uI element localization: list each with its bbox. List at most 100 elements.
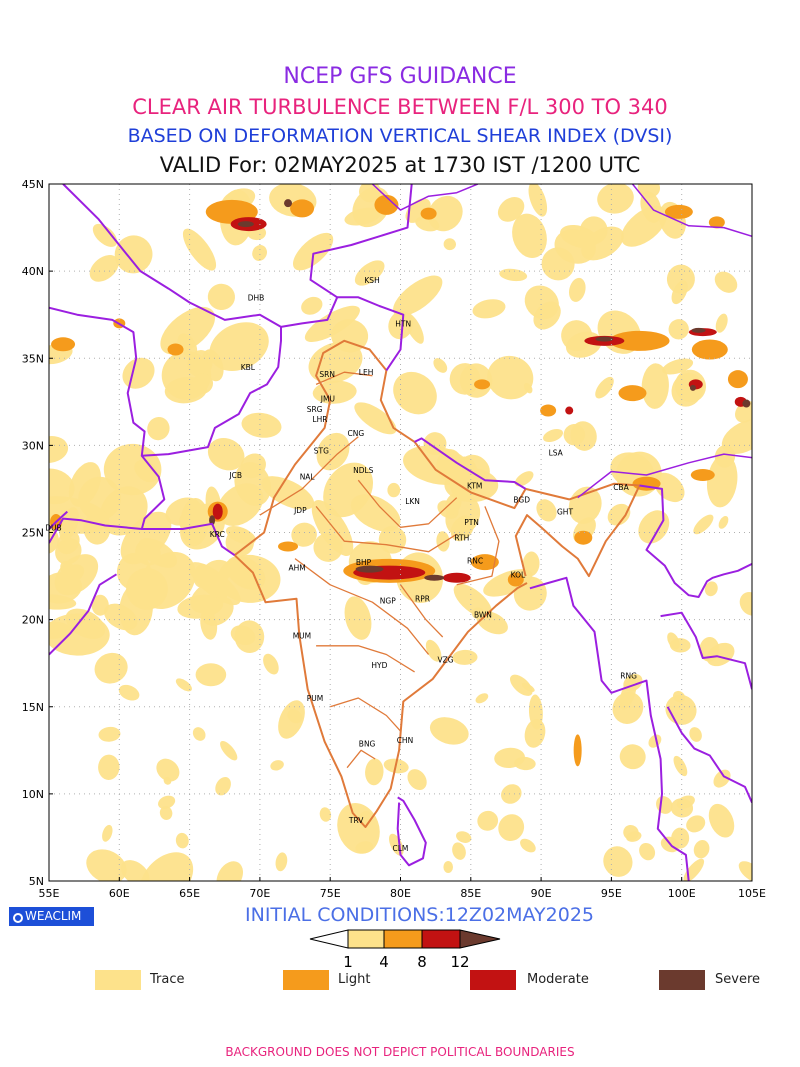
lat-lon-grid <box>49 184 752 881</box>
trace-area <box>270 760 284 771</box>
colorbar: 1 4 8 12 <box>309 929 501 971</box>
station-cng: CNG <box>348 429 365 438</box>
trace-area <box>49 436 69 463</box>
trace-area <box>669 638 691 653</box>
trace-area <box>201 596 234 626</box>
title-method: BASED ON DEFORMATION VERTICAL SHEAR INDE… <box>127 125 673 147</box>
light-turbulence <box>278 541 299 552</box>
trace-area <box>514 471 534 487</box>
trace-area <box>275 852 288 872</box>
trace-area <box>291 522 317 547</box>
afghanistan-border <box>49 306 282 457</box>
lon-label: 90E <box>531 887 552 900</box>
station-lkn: LKN <box>405 497 420 506</box>
trace-area <box>216 861 244 881</box>
trace-area <box>195 663 227 687</box>
lon-label: 105E <box>738 887 766 900</box>
trace-area <box>738 861 752 881</box>
trace-area <box>554 229 596 264</box>
severe-turbulence <box>209 515 216 526</box>
severe-turbulence <box>424 574 445 581</box>
station-dub: DUB <box>45 523 61 532</box>
trace-area <box>407 769 427 791</box>
trace-area <box>252 245 267 261</box>
lat-label: 10N <box>22 788 44 801</box>
trace-area <box>160 306 216 355</box>
trace-area <box>452 842 466 860</box>
severe-turbulence <box>595 336 614 342</box>
state-line <box>316 645 415 673</box>
trace-area <box>706 454 738 508</box>
station-ngp: NGP <box>380 597 396 606</box>
trace-area <box>263 653 279 675</box>
trace-area <box>739 592 752 616</box>
state-line <box>357 479 458 528</box>
north-border <box>371 184 479 211</box>
legend-label-moderate: Moderate <box>527 972 589 987</box>
trace-area <box>191 373 214 395</box>
trace-area <box>92 223 118 247</box>
trace-area <box>234 620 265 653</box>
trace-area <box>103 603 138 631</box>
lat-label: 25N <box>22 527 44 540</box>
gulf-thailand-coast <box>666 706 752 804</box>
trace-area <box>699 637 720 662</box>
trace-area <box>597 184 634 214</box>
trace-area <box>487 355 534 400</box>
trace-area <box>312 380 357 404</box>
station-hyd: HYD <box>371 661 387 670</box>
trace-area <box>638 510 670 544</box>
trace-area <box>621 205 668 247</box>
light-turbulence <box>290 199 315 218</box>
trace-area <box>313 533 343 562</box>
station-trv: TRV <box>348 816 364 825</box>
station-jmu: JMU <box>320 394 335 403</box>
weaclim-label: WEACLIM <box>25 909 82 923</box>
trace-area <box>120 860 150 881</box>
trace-area <box>666 264 695 294</box>
title-guidance: NCEP GFS GUIDANCE <box>283 64 517 89</box>
trace-area <box>319 807 332 822</box>
trace-area <box>388 311 414 340</box>
station-vzg: VZG <box>438 656 454 665</box>
station-krc: KRC <box>210 530 225 539</box>
station-bwn: BWN <box>474 610 492 619</box>
lon-label: 65E <box>179 887 200 900</box>
trace-area <box>472 299 506 319</box>
legend-label-trace: Trace <box>150 972 185 987</box>
trace-area <box>656 796 673 814</box>
trace-area <box>715 313 728 333</box>
station-rng: RNG <box>620 671 637 680</box>
aksai-border <box>337 296 405 371</box>
trace-area <box>207 283 235 311</box>
light-turbulence <box>574 530 593 545</box>
state-line <box>346 749 376 769</box>
trace-area <box>475 693 489 704</box>
trace-area <box>497 197 525 222</box>
trace-area <box>528 694 543 730</box>
state-line <box>330 697 401 732</box>
station-clm: CLM <box>393 844 409 853</box>
trace-area <box>693 840 710 859</box>
trace-area <box>429 717 469 745</box>
trace-area <box>192 727 206 741</box>
trace-area <box>641 363 669 409</box>
trace-area <box>637 184 661 198</box>
trace-area <box>49 613 110 656</box>
lat-label: 5N <box>29 875 44 888</box>
title-valid-time: VALID For: 02MAY2025 at 1730 IST /1200 U… <box>159 153 641 177</box>
trace-area <box>607 503 631 526</box>
station-rth: RTH <box>454 534 469 543</box>
trace-area <box>665 694 697 725</box>
trace-area <box>89 255 119 282</box>
myanmar-coast <box>529 576 690 881</box>
light-turbulence <box>474 379 491 390</box>
station-pum: PUM <box>307 694 323 703</box>
severe-turbulence <box>742 399 751 408</box>
lon-label: 55E <box>39 887 60 900</box>
trace-area <box>693 514 714 535</box>
lon-label: 70E <box>249 887 270 900</box>
trace-area <box>120 511 172 565</box>
trace-area <box>668 319 689 340</box>
